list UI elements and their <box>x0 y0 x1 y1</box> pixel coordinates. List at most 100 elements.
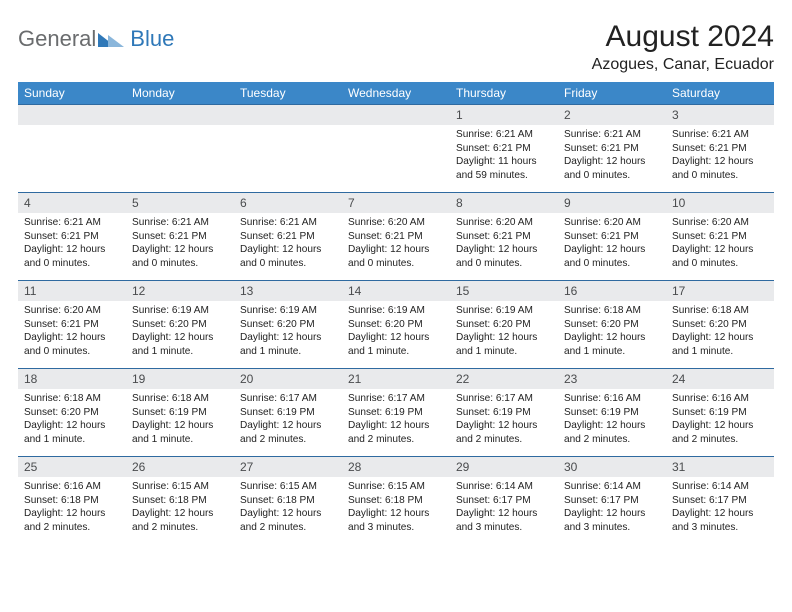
sunrise-text: Sunrise: 6:17 AM <box>456 392 552 406</box>
day-body: Sunrise: 6:19 AMSunset: 6:20 PMDaylight:… <box>234 301 342 363</box>
sunrise-text: Sunrise: 6:17 AM <box>240 392 336 406</box>
sunset-text: Sunset: 6:21 PM <box>24 318 120 332</box>
daylight-text: Daylight: 12 hours and 1 minute. <box>564 331 660 358</box>
daylight-text: Daylight: 12 hours and 1 minute. <box>132 331 228 358</box>
sunrise-text: Sunrise: 6:14 AM <box>564 480 660 494</box>
day-number: 18 <box>18 369 126 389</box>
day-body: Sunrise: 6:21 AMSunset: 6:21 PMDaylight:… <box>234 213 342 275</box>
sunset-text: Sunset: 6:19 PM <box>456 406 552 420</box>
daylight-text: Daylight: 12 hours and 3 minutes. <box>348 507 444 534</box>
daylight-text: Daylight: 12 hours and 0 minutes. <box>24 243 120 270</box>
day-body <box>18 125 126 132</box>
sunrise-text: Sunrise: 6:16 AM <box>564 392 660 406</box>
sunrise-text: Sunrise: 6:20 AM <box>348 216 444 230</box>
day-body <box>342 125 450 132</box>
sunset-text: Sunset: 6:21 PM <box>132 230 228 244</box>
day-body: Sunrise: 6:18 AMSunset: 6:20 PMDaylight:… <box>666 301 774 363</box>
calendar-cell: 3Sunrise: 6:21 AMSunset: 6:21 PMDaylight… <box>666 105 774 193</box>
calendar-cell: 23Sunrise: 6:16 AMSunset: 6:19 PMDayligh… <box>558 369 666 457</box>
day-number: 30 <box>558 457 666 477</box>
day-number: 12 <box>126 281 234 301</box>
day-number: 7 <box>342 193 450 213</box>
sunrise-text: Sunrise: 6:21 AM <box>132 216 228 230</box>
day-body: Sunrise: 6:16 AMSunset: 6:19 PMDaylight:… <box>558 389 666 451</box>
sunrise-text: Sunrise: 6:20 AM <box>564 216 660 230</box>
day-number <box>126 105 234 125</box>
sunset-text: Sunset: 6:21 PM <box>672 230 768 244</box>
day-number: 28 <box>342 457 450 477</box>
day-body: Sunrise: 6:14 AMSunset: 6:17 PMDaylight:… <box>558 477 666 539</box>
sunset-text: Sunset: 6:20 PM <box>132 318 228 332</box>
day-body: Sunrise: 6:20 AMSunset: 6:21 PMDaylight:… <box>18 301 126 363</box>
sunset-text: Sunset: 6:17 PM <box>456 494 552 508</box>
calendar-cell: 2Sunrise: 6:21 AMSunset: 6:21 PMDaylight… <box>558 105 666 193</box>
sunrise-text: Sunrise: 6:20 AM <box>456 216 552 230</box>
day-number: 9 <box>558 193 666 213</box>
daylight-text: Daylight: 12 hours and 3 minutes. <box>564 507 660 534</box>
calendar-week-row: 25Sunrise: 6:16 AMSunset: 6:18 PMDayligh… <box>18 457 774 545</box>
logo-triangle-icon <box>98 29 124 47</box>
sunrise-text: Sunrise: 6:17 AM <box>348 392 444 406</box>
calendar-table: Sunday Monday Tuesday Wednesday Thursday… <box>18 82 774 545</box>
day-number: 6 <box>234 193 342 213</box>
sunset-text: Sunset: 6:20 PM <box>456 318 552 332</box>
weekday-row: Sunday Monday Tuesday Wednesday Thursday… <box>18 82 774 105</box>
day-number: 17 <box>666 281 774 301</box>
calendar-cell: 26Sunrise: 6:15 AMSunset: 6:18 PMDayligh… <box>126 457 234 545</box>
day-body: Sunrise: 6:14 AMSunset: 6:17 PMDaylight:… <box>450 477 558 539</box>
calendar-cell: 15Sunrise: 6:19 AMSunset: 6:20 PMDayligh… <box>450 281 558 369</box>
calendar-cell: 6Sunrise: 6:21 AMSunset: 6:21 PMDaylight… <box>234 193 342 281</box>
daylight-text: Daylight: 12 hours and 0 minutes. <box>24 331 120 358</box>
weekday-heading: Saturday <box>666 82 774 105</box>
sunset-text: Sunset: 6:21 PM <box>456 142 552 156</box>
day-number: 15 <box>450 281 558 301</box>
day-number <box>342 105 450 125</box>
daylight-text: Daylight: 11 hours and 59 minutes. <box>456 155 552 182</box>
day-body: Sunrise: 6:20 AMSunset: 6:21 PMDaylight:… <box>342 213 450 275</box>
location-label: Azogues, Canar, Ecuador <box>592 56 774 74</box>
sunrise-text: Sunrise: 6:21 AM <box>456 128 552 142</box>
calendar-cell <box>126 105 234 193</box>
sunset-text: Sunset: 6:19 PM <box>564 406 660 420</box>
title-block: August 2024 Azogues, Canar, Ecuador <box>592 20 774 74</box>
calendar-cell: 5Sunrise: 6:21 AMSunset: 6:21 PMDaylight… <box>126 193 234 281</box>
logo: General Blue <box>18 26 174 52</box>
day-number: 13 <box>234 281 342 301</box>
calendar-cell <box>234 105 342 193</box>
calendar-cell: 11Sunrise: 6:20 AMSunset: 6:21 PMDayligh… <box>18 281 126 369</box>
day-body: Sunrise: 6:19 AMSunset: 6:20 PMDaylight:… <box>342 301 450 363</box>
calendar-cell <box>342 105 450 193</box>
day-body: Sunrise: 6:17 AMSunset: 6:19 PMDaylight:… <box>234 389 342 451</box>
calendar-cell: 13Sunrise: 6:19 AMSunset: 6:20 PMDayligh… <box>234 281 342 369</box>
sunrise-text: Sunrise: 6:15 AM <box>348 480 444 494</box>
sunrise-text: Sunrise: 6:14 AM <box>672 480 768 494</box>
calendar-cell: 28Sunrise: 6:15 AMSunset: 6:18 PMDayligh… <box>342 457 450 545</box>
daylight-text: Daylight: 12 hours and 0 minutes. <box>672 155 768 182</box>
calendar-cell: 9Sunrise: 6:20 AMSunset: 6:21 PMDaylight… <box>558 193 666 281</box>
day-number: 14 <box>342 281 450 301</box>
calendar-cell <box>18 105 126 193</box>
day-number: 19 <box>126 369 234 389</box>
day-body: Sunrise: 6:18 AMSunset: 6:20 PMDaylight:… <box>558 301 666 363</box>
day-body: Sunrise: 6:18 AMSunset: 6:20 PMDaylight:… <box>18 389 126 451</box>
calendar-cell: 4Sunrise: 6:21 AMSunset: 6:21 PMDaylight… <box>18 193 126 281</box>
daylight-text: Daylight: 12 hours and 2 minutes. <box>240 507 336 534</box>
weekday-heading: Thursday <box>450 82 558 105</box>
daylight-text: Daylight: 12 hours and 2 minutes. <box>24 507 120 534</box>
sunrise-text: Sunrise: 6:18 AM <box>24 392 120 406</box>
day-number: 2 <box>558 105 666 125</box>
day-number: 8 <box>450 193 558 213</box>
day-body: Sunrise: 6:15 AMSunset: 6:18 PMDaylight:… <box>126 477 234 539</box>
daylight-text: Daylight: 12 hours and 3 minutes. <box>672 507 768 534</box>
daylight-text: Daylight: 12 hours and 1 minute. <box>132 419 228 446</box>
sunrise-text: Sunrise: 6:20 AM <box>24 304 120 318</box>
day-number: 26 <box>126 457 234 477</box>
sunrise-text: Sunrise: 6:15 AM <box>240 480 336 494</box>
sunset-text: Sunset: 6:18 PM <box>240 494 336 508</box>
weekday-heading: Tuesday <box>234 82 342 105</box>
day-body: Sunrise: 6:16 AMSunset: 6:19 PMDaylight:… <box>666 389 774 451</box>
sunset-text: Sunset: 6:17 PM <box>564 494 660 508</box>
sunset-text: Sunset: 6:21 PM <box>240 230 336 244</box>
day-body <box>126 125 234 132</box>
calendar-cell: 7Sunrise: 6:20 AMSunset: 6:21 PMDaylight… <box>342 193 450 281</box>
